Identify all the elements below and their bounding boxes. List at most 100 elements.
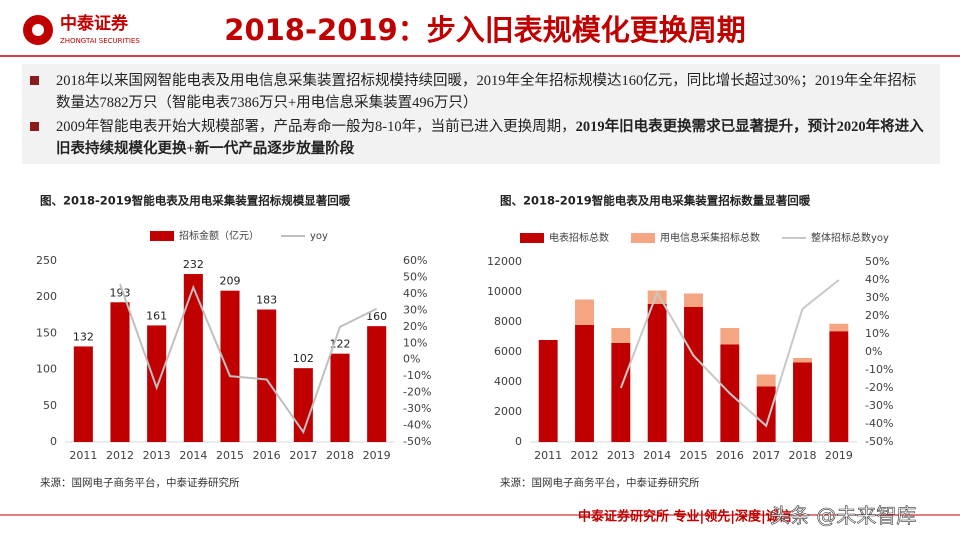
bar: [611, 328, 631, 343]
y2-tick-label: 10%: [865, 327, 889, 340]
x-tick-label: 2017: [752, 449, 780, 462]
y2-tick-label: 20%: [403, 320, 427, 333]
x-tick-label: 2019: [825, 449, 853, 462]
value-label: 160: [366, 310, 387, 323]
y2-tick-label: 40%: [403, 287, 427, 300]
legend-swatch: [631, 233, 655, 243]
y-tick-label: 100: [36, 363, 57, 376]
bar: [756, 386, 776, 442]
bar: [829, 323, 849, 332]
y-tick-label: 8000: [494, 315, 522, 328]
x-tick-label: 2018: [789, 449, 817, 462]
value-label: 232: [183, 258, 204, 271]
y-tick-label: 0: [50, 435, 57, 448]
x-tick-label: 2012: [571, 449, 599, 462]
bullet-text: 2009年智能电表开始大规模部署，产品寿命一般为8-10年，当前已进入更换周期，: [56, 119, 576, 135]
bar: [73, 346, 93, 442]
y2-tick-label: -50%: [403, 435, 431, 448]
y2-tick-label: -20%: [403, 386, 431, 399]
x-tick-label: 2012: [106, 449, 134, 462]
y2-tick-label: -40%: [865, 417, 893, 430]
x-tick-label: 2011: [534, 449, 562, 462]
y2-tick-label: 20%: [865, 309, 889, 322]
x-tick-label: 2017: [289, 449, 317, 462]
bullet: 2009年智能电表开始大规模部署，产品寿命一般为8-10年，当前已进入更换周期，…: [30, 116, 930, 160]
y2-tick-label: 30%: [403, 303, 427, 316]
chart-title: 图、2018-2019智能电表及用电采集装置招标规模显著回暖: [40, 194, 351, 208]
chart-source: 来源：国网电子商务平台，中泰证券研究所: [40, 476, 240, 489]
bullet-box: 2018年以来国网智能电表及用电信息采集装置招标规模持续回暖，2019年全年招标…: [22, 64, 940, 164]
y2-tick-label: -30%: [403, 402, 431, 415]
legend-swatch: [150, 231, 174, 241]
x-tick-label: 2013: [607, 449, 635, 462]
x-tick-label: 2015: [216, 449, 244, 462]
logo-en: ZHONGTAI SECURITIES: [60, 37, 140, 45]
bar: [575, 325, 594, 442]
bar: [793, 358, 812, 363]
value-label: 183: [256, 294, 277, 307]
bullet: 2018年以来国网智能电表及用电信息采集装置招标规模持续回暖，2019年全年招标…: [30, 70, 930, 114]
yoy-line: [619, 279, 840, 428]
y-tick-label: 200: [36, 290, 57, 303]
value-label: 132: [73, 330, 94, 343]
bar: [756, 374, 776, 387]
bullet-bold: 2019年旧电表更换需求已显著提升，预计2020年将进入旧表持续规模化更换+新一…: [56, 119, 924, 157]
bar: [367, 326, 387, 442]
legend-label: 电表招标总数: [549, 231, 609, 244]
bar: [147, 325, 167, 442]
y2-tick-label: -20%: [865, 381, 893, 394]
x-tick-label: 2019: [363, 449, 391, 462]
y2-tick-label: 60%: [403, 254, 427, 267]
bar: [684, 307, 703, 442]
footer-text: 中泰证券研究所 专业|领先|深度|诚信: [578, 509, 792, 525]
value-label: 209: [220, 275, 241, 288]
y-tick-label: 12000: [487, 255, 522, 268]
bar: [647, 304, 667, 442]
y2-tick-label: 10%: [403, 336, 427, 349]
bullet-text: 2018年以来国网智能电表及用电信息采集装置招标规模持续回暖，2019年全年招标…: [56, 73, 917, 111]
y-tick-label: 4000: [494, 375, 522, 388]
y-tick-label: 150: [36, 326, 57, 339]
y2-tick-label: 0%: [403, 353, 420, 366]
x-tick-label: 2014: [179, 449, 207, 462]
value-label: 102: [293, 352, 314, 365]
y2-tick-label: -10%: [865, 363, 893, 376]
y2-tick-label: -10%: [403, 369, 431, 382]
bar: [538, 340, 558, 442]
y-tick-label: 250: [36, 254, 57, 267]
x-tick-label: 2016: [253, 449, 281, 462]
y2-tick-label: -50%: [865, 435, 893, 448]
x-tick-label: 2016: [716, 449, 744, 462]
legend-label: yoy: [310, 231, 328, 242]
x-tick-label: 2014: [643, 449, 671, 462]
bar: [257, 309, 277, 442]
bar: [183, 274, 203, 442]
y2-tick-label: 0%: [865, 345, 882, 358]
legend-swatch: [520, 233, 544, 243]
y2-tick-label: -40%: [403, 419, 431, 432]
bar: [220, 290, 240, 442]
y2-tick-label: 50%: [865, 255, 889, 268]
bar: [110, 302, 130, 442]
bar: [684, 293, 703, 307]
legend-label: 招标金额（亿元）: [179, 229, 259, 242]
logo-hole: [32, 24, 44, 36]
watermark: 头条 @未来智库: [770, 504, 916, 528]
chart-source: 来源：国网电子商务平台，中泰证券研究所: [500, 476, 700, 489]
bar: [793, 362, 812, 442]
x-tick-label: 2015: [680, 449, 708, 462]
y2-tick-label: 40%: [865, 273, 889, 286]
y-tick-label: 2000: [494, 405, 522, 418]
x-tick-label: 2018: [326, 449, 354, 462]
y-tick-label: 10000: [487, 285, 522, 298]
x-tick-label: 2011: [69, 449, 97, 462]
value-label: 193: [110, 286, 131, 299]
value-label: 161: [146, 309, 167, 322]
x-tick-label: 2013: [143, 449, 171, 462]
y2-tick-label: 30%: [865, 291, 889, 304]
y-tick-label: 0: [515, 435, 522, 448]
bar: [575, 299, 594, 325]
logo-cn: 中泰证券: [60, 13, 129, 34]
